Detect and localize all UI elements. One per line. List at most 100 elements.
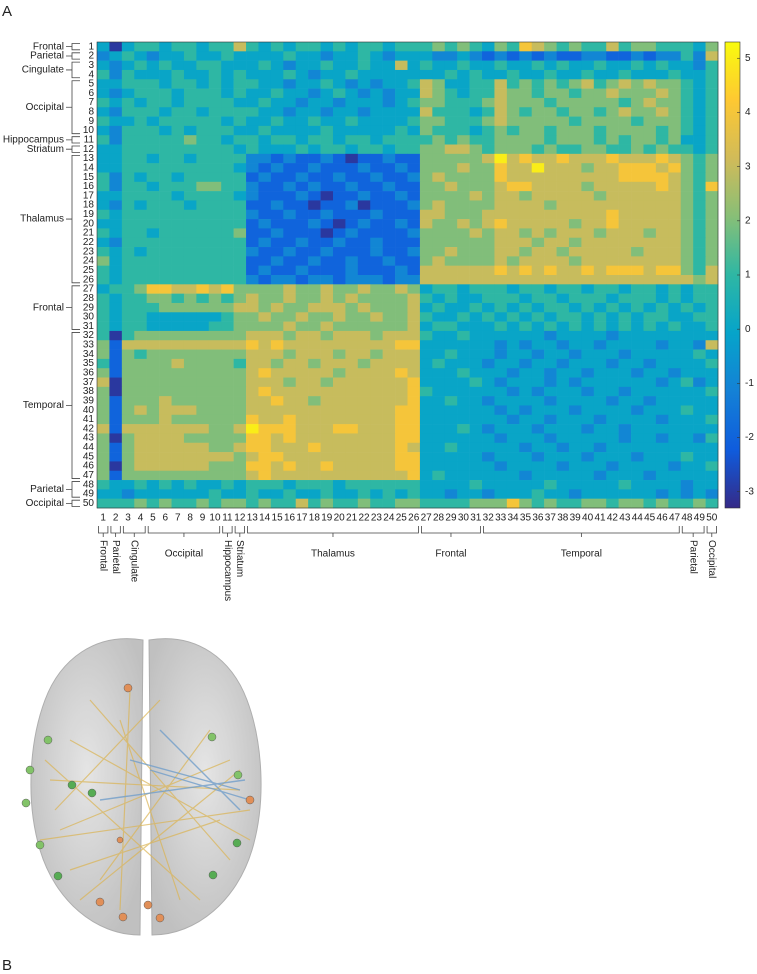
cell	[382, 69, 396, 80]
cell	[109, 405, 123, 416]
cell	[258, 396, 272, 406]
cell	[705, 480, 719, 490]
cell	[183, 358, 197, 369]
cell	[270, 461, 284, 472]
cell	[295, 116, 309, 127]
cell	[345, 452, 359, 462]
cell	[146, 442, 160, 453]
cell	[121, 69, 135, 80]
cell	[109, 386, 123, 397]
cell	[444, 275, 458, 285]
cell	[581, 442, 595, 453]
cell	[407, 405, 421, 416]
cell	[705, 386, 719, 397]
cell	[593, 302, 607, 313]
cell	[395, 172, 408, 183]
cell	[618, 163, 632, 173]
cell	[183, 470, 197, 481]
cell	[419, 107, 433, 117]
cell	[655, 237, 669, 248]
cell	[668, 480, 682, 490]
cell	[134, 470, 147, 481]
cell	[183, 172, 197, 183]
cell	[171, 293, 185, 304]
cell	[395, 135, 408, 145]
cell	[618, 69, 632, 80]
cell	[631, 191, 644, 201]
cell	[693, 265, 706, 276]
cell	[469, 228, 483, 239]
cell	[705, 191, 719, 201]
cell	[134, 405, 147, 416]
col-label: 16	[284, 513, 296, 524]
cell	[693, 79, 706, 89]
cell	[618, 470, 632, 481]
cell	[345, 247, 359, 257]
cell	[531, 349, 545, 360]
row-label: 13	[83, 153, 95, 164]
row-group-label: Hippocampus	[3, 135, 64, 146]
cell	[593, 116, 607, 127]
col-label: 48	[681, 513, 693, 524]
cell	[643, 312, 657, 322]
cell	[221, 480, 234, 490]
row-label: 30	[83, 312, 95, 323]
cell	[357, 97, 371, 108]
cell	[208, 219, 222, 229]
cell	[457, 489, 470, 499]
cell	[519, 433, 532, 444]
cell	[134, 452, 147, 462]
col-label: 24	[383, 513, 395, 524]
row-label: 46	[83, 461, 95, 472]
cell	[270, 284, 284, 294]
cell	[494, 88, 508, 99]
cell	[457, 256, 470, 266]
cell	[419, 302, 433, 313]
cell	[407, 386, 421, 397]
cell	[544, 209, 557, 220]
cell	[370, 302, 383, 313]
cell	[370, 340, 383, 350]
cell	[593, 79, 607, 89]
col-label: 17	[296, 513, 308, 524]
cell	[345, 368, 359, 378]
cell	[258, 97, 272, 108]
cell	[196, 172, 210, 183]
cell	[134, 79, 147, 89]
cell	[258, 377, 272, 388]
cell	[183, 489, 197, 499]
cell	[270, 386, 284, 397]
cell	[121, 489, 135, 499]
cell	[680, 265, 694, 276]
cell	[208, 88, 222, 99]
cell	[121, 302, 135, 313]
cell	[233, 470, 247, 481]
cell	[606, 442, 619, 453]
cell	[357, 88, 371, 99]
cell	[146, 228, 160, 239]
cell	[221, 79, 234, 89]
cell	[655, 386, 669, 397]
cell	[680, 135, 694, 145]
cell	[121, 377, 135, 388]
cell	[444, 480, 458, 490]
cell	[233, 424, 247, 434]
cell	[457, 284, 470, 294]
cell	[705, 340, 719, 350]
cell	[221, 424, 234, 434]
cell	[618, 386, 632, 397]
cell	[221, 442, 234, 453]
cell	[357, 172, 371, 183]
cell	[469, 200, 483, 211]
cell	[233, 340, 247, 350]
cell	[631, 265, 644, 276]
cell	[109, 330, 123, 341]
cell	[618, 452, 632, 462]
cell	[519, 321, 532, 332]
cell	[308, 470, 321, 481]
cell	[494, 125, 508, 136]
cell	[370, 191, 383, 201]
cell	[531, 368, 545, 378]
cell	[270, 396, 284, 406]
cell	[544, 461, 557, 472]
